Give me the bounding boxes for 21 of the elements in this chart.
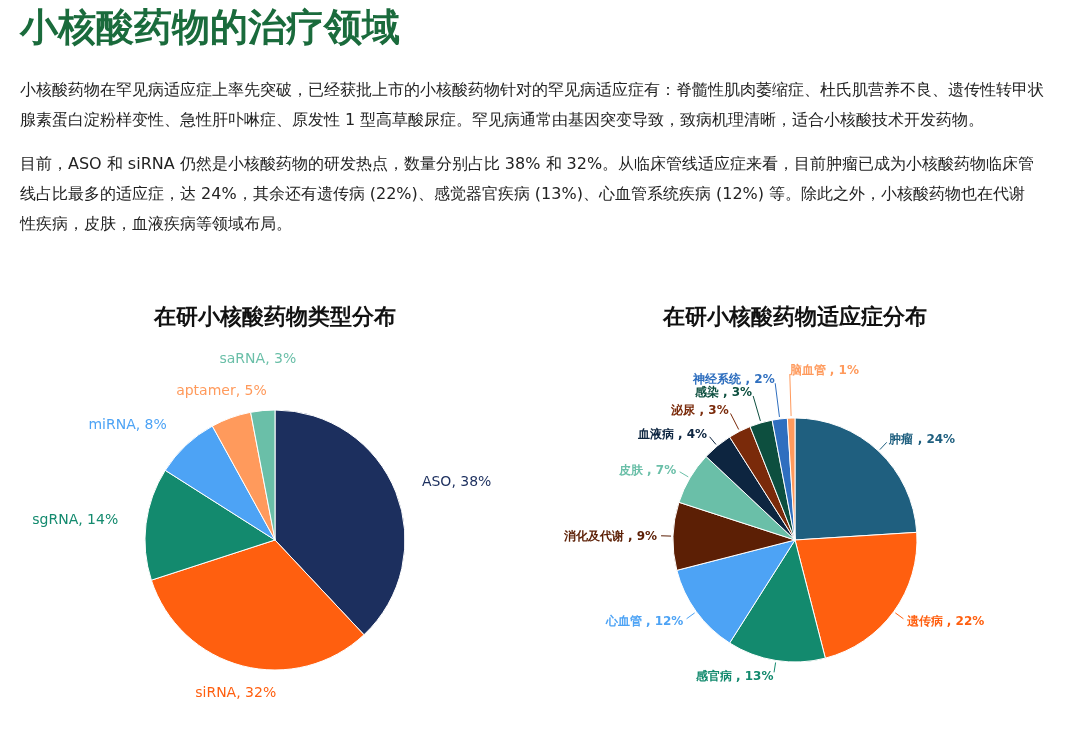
text: 小核酸药物的治疗领域 xyxy=(19,5,400,49)
slice-label: 消化及代谢 , 9% xyxy=(562,528,658,543)
slice-label: 皮肤 , 7% xyxy=(617,462,677,477)
slice-label: saRNA, 3% xyxy=(219,349,297,366)
chart-title: 在研小核酸药物适应症分布 xyxy=(662,304,927,329)
slice-label: 肿瘤 , 24% xyxy=(888,432,956,447)
text: 目前，ASO 和 siRNA 仍然是小核酸药物的研发热点，数量分别占比 38% 和 32%。从临床管线适应症来看，目前肿瘤已成为小核酸药物临床管线占比最多的适应症，达 24%，其余还有遗传病 (22%)、感觉器官疾病 (13%)、心血管系统疾病 (12%) 等。除此之外，小核酸药物也在代谢性疾病，皮肤，血液疾病等领域布局。 xyxy=(19,154,1035,233)
slice-label: 感官病 , 13% xyxy=(694,669,774,684)
slice-label: ASO, 38% xyxy=(421,472,492,489)
chart-title: 在研小核酸药物类型分布 xyxy=(153,304,396,329)
slice-label: 心血管 , 12% xyxy=(604,614,684,629)
text: 小核酸药物在罕见病适应症上率先突破，已经获批上市的小核酸药物针对的罕见病适应症有：脊髓性肌肉萎缩症、杜氏肌营养不良、遗传性转甲状腺素蛋白淀粉样变性、急性肝卟啉症、原发性 1 型高草酸尿症。罕见病通常由基因突变导致，致病机理清晰，适合小核酸技术开发药物。 xyxy=(20,80,1044,129)
slice-label: 遗传病 , 22% xyxy=(905,614,985,629)
slice-label: siRNA, 32% xyxy=(195,684,277,701)
slice-label: 血液病 , 4% xyxy=(636,426,708,441)
slice-label: sgRNA, 14% xyxy=(32,511,119,528)
slice-label: 感染 , 3% xyxy=(693,385,753,400)
slice-label: miRNA, 8% xyxy=(88,415,167,432)
slice-label: 脑血管 , 1% xyxy=(788,363,859,378)
slice-label: aptamer, 5% xyxy=(176,382,267,399)
slice-label: 泌尿 , 3% xyxy=(670,402,729,417)
